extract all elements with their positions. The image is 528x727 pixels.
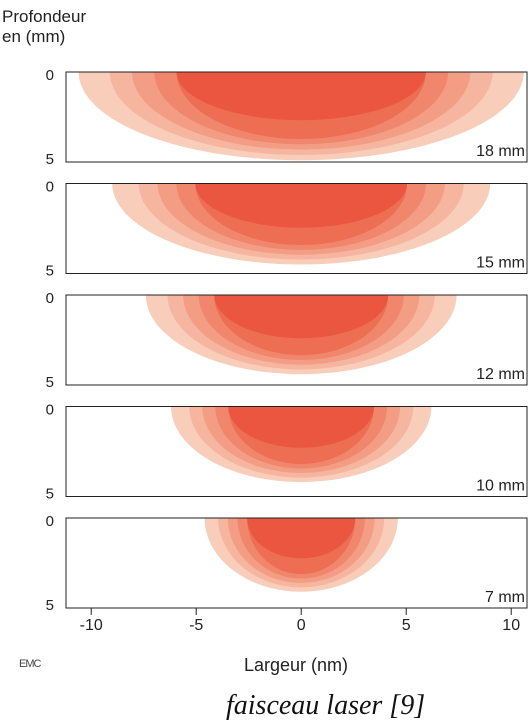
beam-profile <box>78 72 524 161</box>
x-axis: -10 -5 0 5 10 <box>80 608 520 634</box>
y-tick-label-0: 0 <box>46 179 54 196</box>
beam-profile <box>171 406 432 483</box>
x-tick-label: 5 <box>402 617 411 634</box>
y-axis-label-line1: Profondeur <box>2 7 86 26</box>
x-tick-label: 10 <box>502 617 520 634</box>
beam-profile <box>204 518 398 592</box>
figure-caption: faisceau laser [9] <box>226 690 425 721</box>
beam-profile <box>145 295 457 375</box>
y-tick-label-0: 0 <box>46 513 54 530</box>
emc-logo-watermark: EMC <box>19 658 42 670</box>
x-tick-label: 0 <box>297 617 306 634</box>
panel-frame <box>65 517 528 609</box>
panel-label: 12 mm <box>476 366 525 383</box>
panel-label: 10 mm <box>476 478 525 495</box>
depth-panel-3: 0 5 12 mm <box>46 290 528 391</box>
panel-label: 18 mm <box>476 143 525 160</box>
y-axis-label-line2: en (mm) <box>2 27 65 46</box>
intensity-level-6 <box>195 183 408 228</box>
x-tick-label: -5 <box>189 617 203 634</box>
intensity-level-6 <box>214 295 389 339</box>
depth-panel-1: 0 5 18 mm <box>46 67 528 168</box>
depth-panel-5: 0 5 7 mm <box>46 513 528 614</box>
panel-label: 15 mm <box>476 255 525 272</box>
depth-panel-2: 0 5 15 mm <box>46 179 528 280</box>
x-tick-label: -10 <box>80 617 103 634</box>
y-tick-label-0: 0 <box>46 67 54 84</box>
y-tick-label-5: 5 <box>46 374 54 391</box>
y-tick-label-5: 5 <box>46 597 54 614</box>
depth-panels: 0 5 18 mm 0 5 15 mm 0 5 12 mm 0 5 10 mm 0 5 7 mm <box>46 67 528 614</box>
y-tick-label-5: 5 <box>46 486 54 503</box>
x-axis-label: Largeur (nm) <box>244 655 348 675</box>
panel-frame <box>65 183 528 274</box>
depth-panel-4: 0 5 10 mm <box>46 402 528 503</box>
y-tick-label-5: 5 <box>46 151 54 168</box>
beam-profile <box>112 183 491 265</box>
intensity-level-6 <box>247 518 356 559</box>
y-tick-label-5: 5 <box>46 263 54 280</box>
panel-label: 7 mm <box>485 589 525 606</box>
y-tick-label-0: 0 <box>46 402 54 419</box>
panel-frame <box>65 406 528 497</box>
y-tick-label-0: 0 <box>46 290 54 307</box>
panel-frame <box>65 71 528 163</box>
panel-frame <box>65 294 528 386</box>
intensity-level-6 <box>176 72 426 121</box>
intensity-level-6 <box>228 406 375 448</box>
